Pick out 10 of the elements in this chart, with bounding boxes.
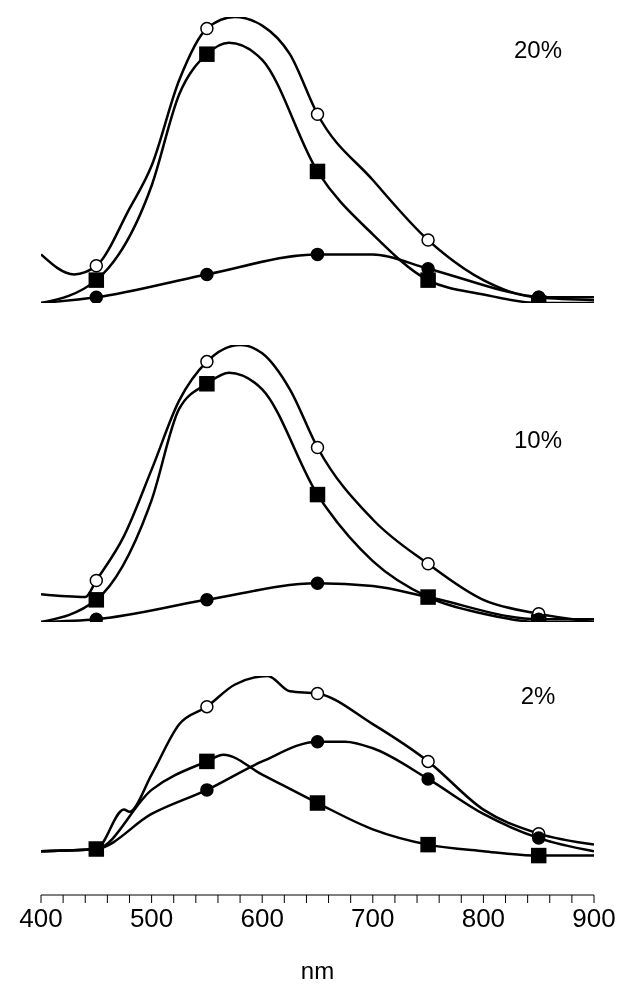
x-tick-label: 700 <box>351 903 395 933</box>
x-tick-label: 600 <box>240 903 284 933</box>
x-tick-label: 500 <box>129 903 174 933</box>
text: 10% <box>512 426 563 454</box>
text: 20% <box>512 36 563 64</box>
x-axis-title: nm <box>300 957 335 984</box>
x-tick-label: 800 <box>461 903 506 933</box>
chart-title: 2% <box>519 682 557 710</box>
x-tick-label: 400 <box>19 903 63 933</box>
x-tick-label: 900 <box>572 903 616 933</box>
